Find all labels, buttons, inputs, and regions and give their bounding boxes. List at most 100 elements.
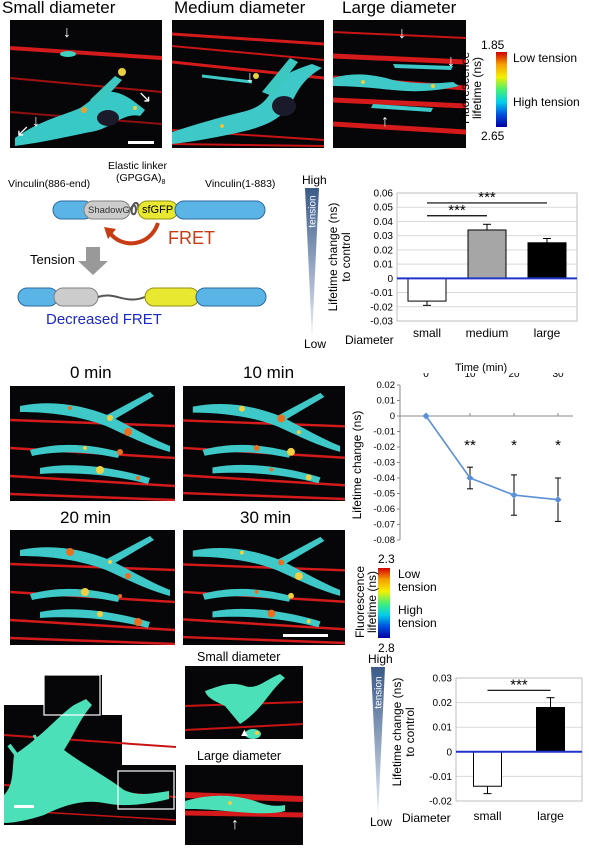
adhesion-spot — [239, 550, 244, 555]
data-point — [466, 474, 474, 482]
y-tick-label: 0.03 — [374, 231, 394, 242]
adhesion-spot — [66, 548, 74, 556]
actin-fiber — [10, 492, 175, 501]
vinculin-head-domain — [174, 200, 266, 220]
cell-process — [20, 403, 170, 452]
cell-process — [276, 536, 325, 567]
colorbar-panel-c — [378, 568, 390, 638]
cell-process — [212, 464, 321, 484]
y-tick-label: -0.05 — [373, 489, 395, 500]
adhesion-spot — [83, 446, 87, 450]
bar-small — [407, 277, 447, 302]
arrow-down-icon: ↓ — [32, 113, 40, 130]
bar-large — [527, 242, 567, 279]
y-tick-label: -0.01 — [370, 288, 393, 299]
significance-label: * — [555, 437, 561, 454]
y-tick-label: -0.01 — [429, 772, 452, 783]
adhesion-spot — [296, 430, 301, 435]
significance-label: *** — [448, 202, 466, 219]
actin-fiber — [183, 635, 345, 645]
colorbar-c-max: 2.3 — [378, 552, 395, 566]
colorbar-c-min: 2.8 — [378, 641, 395, 655]
x-tick-label: 20 — [508, 373, 520, 380]
arrow-diagonal-icon: ↙ — [16, 123, 30, 140]
sfgfp-domain-stretched — [144, 287, 200, 307]
series-line — [425, 415, 559, 501]
micrograph-time-10 — [183, 386, 345, 501]
y-tick-label: -0.06 — [373, 504, 395, 515]
label-fret: FRET — [168, 228, 215, 248]
cell-process — [192, 403, 341, 452]
x-tick-label: 30 — [552, 373, 564, 380]
inset-box-large — [117, 770, 175, 810]
chart-3: 0.03 0.02 0.01 0 -0.01 -0.02 small large *** — [429, 674, 583, 823]
vinculin-tension-sensor-diagram — [17, 200, 267, 307]
x-tick-label: 10 — [464, 373, 476, 380]
chart-2-xtitle: Time (min) — [455, 362, 508, 374]
cell-process — [40, 465, 150, 484]
label-elastic-linker: Elastic linker — [108, 160, 167, 172]
gradient-3-high: High — [368, 652, 393, 666]
panel-d-large-label: Large diameter — [197, 749, 282, 763]
adhesion-spot — [125, 573, 131, 579]
panel-a-title-small: Small diameter — [2, 0, 116, 17]
micrograph-time-20 — [10, 530, 175, 645]
panel-a-title-large: Large diameter — [342, 0, 457, 17]
elastic-linker-coil — [129, 202, 140, 216]
actin-fiber — [183, 491, 345, 501]
x-tick-label: large — [537, 809, 564, 823]
stretched-linker — [97, 294, 146, 301]
label-vinculin-tail: Vinculin(886-end) — [8, 178, 91, 190]
chart-2: 0.02 0.01 0 -0.01 -0.02 -0.03 -0.04 -0.05 -0.06 -… — [373, 373, 573, 546]
adhesion-spot — [287, 447, 295, 456]
cell-process — [105, 392, 154, 422]
arrow-down-icon: ↓ — [63, 24, 71, 41]
chart-1: 0.06 0.05 0.04 0.03 0.02 0.01 0 -0.01 -0.02 -0.03… — [370, 189, 578, 340]
adhesion-spot — [277, 414, 286, 423]
significance-label: *** — [510, 676, 528, 693]
micrograph-large-inset: ↑ — [185, 765, 303, 845]
actin-fiber — [10, 636, 175, 645]
micrograph-overview — [4, 675, 176, 825]
adhesion-spot — [238, 405, 245, 412]
bar-small — [473, 751, 502, 787]
adhesion-spot — [253, 444, 260, 451]
y-tick-label: 0.01 — [433, 723, 453, 734]
y-tick-label: 0.02 — [377, 380, 396, 391]
cell-process — [40, 609, 150, 628]
micrograph-time-30 — [183, 530, 345, 645]
adhesion-spot — [306, 619, 311, 624]
time-label-20: 20 min — [60, 508, 112, 527]
gradient-3-low: Low — [370, 815, 393, 829]
adhesion-spot — [278, 559, 285, 566]
significance-label: ** — [464, 437, 476, 454]
cell-process — [276, 392, 325, 423]
panel-d-small-label: Small diameter — [197, 650, 281, 664]
label-tension: Tension — [30, 252, 75, 267]
cell-process — [20, 547, 170, 596]
y-tick-label: 0.01 — [374, 260, 394, 271]
arrow-down-icon: ↓ — [246, 69, 254, 86]
label-shadowg: ShadowG — [88, 205, 130, 216]
y-tick-label: 0 — [446, 747, 452, 758]
cell-process — [202, 588, 291, 602]
actin-fiber — [183, 419, 345, 428]
y-tick-label: -0.04 — [373, 473, 395, 484]
label-sfgfp: sfGFP — [142, 204, 174, 216]
x-tick-label: small — [473, 809, 501, 823]
cell-process — [30, 444, 120, 458]
cell-process — [202, 444, 291, 458]
adhesion-spot — [288, 592, 294, 599]
label-decreased-fret: Decreased FRET — [46, 311, 162, 328]
micrograph-medium-diameter: ↓ — [172, 20, 324, 148]
adhesion-spot — [124, 428, 132, 436]
bar-large — [536, 707, 565, 753]
adhesion-spot — [107, 415, 113, 421]
y-tick-label: -0.01 — [373, 427, 395, 438]
adhesion-spot — [108, 560, 112, 564]
shadowg-domain-stretched — [53, 287, 99, 307]
y-tick-label: 0.02 — [433, 698, 453, 709]
vinculin-head-domain-stretched — [195, 287, 267, 307]
tension-arrow-icon — [78, 261, 108, 275]
cell-process — [105, 536, 154, 566]
